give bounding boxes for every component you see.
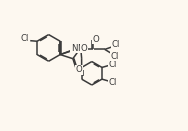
Text: Cl: Cl: [111, 52, 119, 61]
Text: Cl: Cl: [112, 40, 120, 49]
Text: Cl: Cl: [108, 78, 117, 87]
Text: Cl: Cl: [20, 34, 29, 43]
Text: O: O: [75, 66, 82, 75]
Text: O: O: [80, 44, 87, 53]
Text: O: O: [92, 35, 99, 44]
Text: Cl: Cl: [108, 60, 117, 69]
Text: N: N: [71, 44, 77, 53]
Text: N: N: [77, 44, 84, 53]
